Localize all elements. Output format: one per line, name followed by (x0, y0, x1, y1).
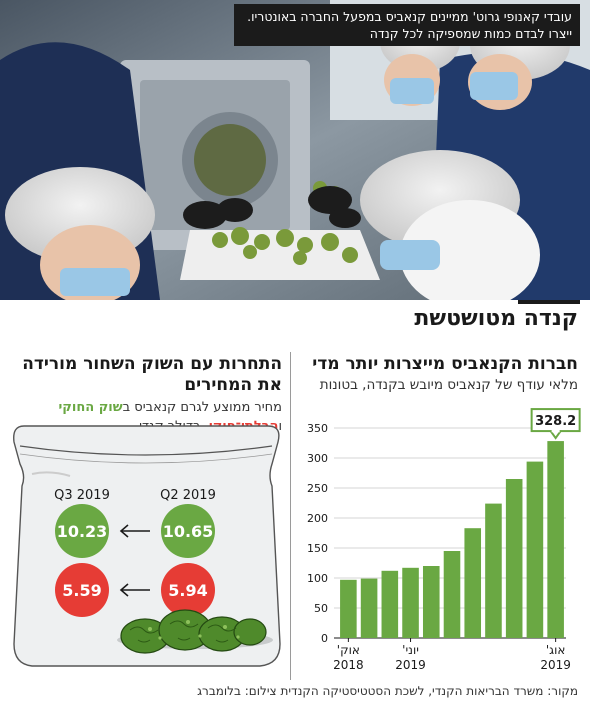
cannabis-buds-illustration (117, 609, 273, 654)
x-tick-label: אוק' (337, 643, 360, 657)
q3-column-label: Q3 2019 (54, 488, 110, 503)
x-tick-year: 2019 (540, 658, 571, 672)
prices-subtitle-and: ו (278, 419, 282, 434)
y-tick-label: 0 (321, 632, 328, 645)
y-tick-label: 350 (307, 422, 328, 435)
legal-q3-circle (55, 504, 109, 558)
y-tick-label: 300 (307, 452, 328, 465)
left-arrow-icon (119, 583, 150, 597)
inventory-bar-chart: 0 50 100 150 200 250 300 350 אוק' 2018 יוני' 2019 או… (296, 400, 588, 680)
source-credit: מקור: משרד הבריאות הקנדי, לשכת הסטטיסטיק… (197, 684, 578, 698)
legal-q2-circle (161, 504, 215, 558)
photo-caption: עובדי קאנופי גרוט' ממיינים קנאביס במפעל … (234, 4, 580, 46)
cannabis-bag-graphic: Q2 2019 Q3 2019 10.65 10.23 5.94 5.59 (10, 424, 282, 674)
section-title: קנדה מטושטשת (414, 306, 578, 331)
bag-shine (31, 471, 71, 477)
bar (547, 441, 564, 638)
bar (422, 566, 440, 638)
x-tick-label: יוני' (402, 643, 419, 657)
y-tick-label: 250 (307, 482, 328, 495)
legal-market-label: שוק החוקי (58, 400, 123, 415)
legal-q2-price: 10.65 (163, 522, 214, 541)
inventory-chart-title: חברות הקנאביס מייצרות יותר מדי (312, 354, 578, 374)
bar (485, 503, 502, 638)
illegal-q2-price: 5.94 (168, 581, 207, 600)
cannabis-workers-photo: עובדי קאנופי גרוט' ממיינים קנאביס במפעל … (0, 0, 590, 300)
legal-q3-price: 10.23 (57, 522, 108, 541)
prices-title: התחרות עם השוק השחור מורידה את המחירים (22, 354, 282, 395)
section-rule (518, 300, 580, 304)
prices-subtitle-prefix: מחיר ממוצע לגרם קנאביס ב (122, 400, 282, 415)
left-arrow-icon (119, 524, 150, 538)
bar (443, 551, 461, 638)
x-tick-label: אוג' (546, 643, 566, 657)
y-tick-label: 150 (307, 542, 328, 555)
illegal-q3-circle (55, 563, 109, 617)
q2-column-label: Q2 2019 (160, 488, 216, 503)
illegal-q3-price: 5.59 (62, 581, 101, 600)
bar (360, 578, 378, 638)
bar (526, 461, 544, 638)
bar (340, 579, 357, 638)
inventory-chart-subtitle: מלאי עודף של קנאביס מיובש בקנדה, בטונות (319, 377, 578, 393)
bag-seal-line-2 (19, 453, 273, 464)
prices-bag-svg: Q2 2019 Q3 2019 10.65 10.23 5.94 5.59 (13, 425, 281, 667)
y-tick-label: 50 (314, 602, 328, 615)
panel-divider (290, 352, 291, 680)
bar (464, 528, 482, 638)
bar (381, 570, 399, 638)
bar (505, 479, 523, 638)
inventory-bar-chart-svg: 050100150200250300350אוק'2018יוני'2019או… (307, 408, 581, 672)
callout-pointer (549, 430, 562, 440)
bag-seal-line (19, 445, 273, 456)
illegal-q2-circle (161, 563, 215, 617)
y-tick-label: 100 (307, 572, 328, 585)
x-tick-year: 2018 (333, 658, 364, 672)
y-tick-label: 200 (307, 512, 328, 525)
x-tick-year: 2019 (395, 658, 426, 672)
callout-value: 328.2 (535, 414, 576, 429)
bar (402, 567, 419, 638)
